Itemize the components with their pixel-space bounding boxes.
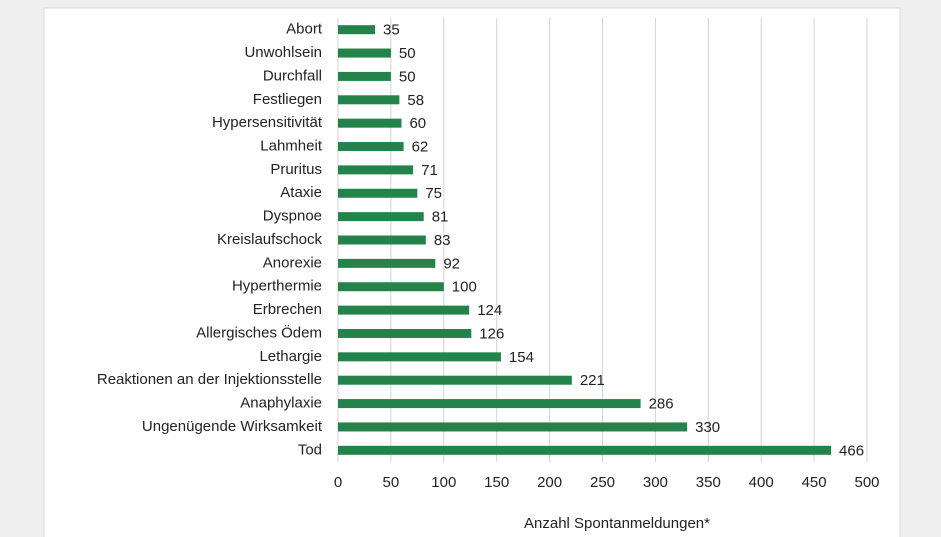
bar: [338, 118, 402, 128]
bar: [338, 188, 418, 198]
y-tick-label: Abort: [286, 21, 323, 38]
value-label: 83: [434, 232, 451, 249]
x-tick-label: 0: [334, 474, 342, 491]
value-label: 35: [383, 22, 400, 39]
y-tick-label: Festliegen: [253, 91, 322, 108]
value-label: 154: [509, 349, 534, 366]
bar: [338, 305, 470, 315]
y-tick-label: Anaphylaxie: [240, 395, 322, 412]
x-tick-label: 50: [383, 474, 400, 491]
x-tick-label: 150: [484, 474, 509, 491]
y-tick-label: Allergisches Ödem: [196, 323, 322, 341]
x-tick-label: 350: [696, 474, 721, 491]
x-tick-label: 300: [643, 474, 668, 491]
value-label: 50: [399, 68, 416, 85]
value-label: 330: [695, 419, 720, 436]
value-label: 100: [452, 279, 477, 296]
x-tick-label: 400: [749, 474, 774, 491]
value-label: 60: [409, 115, 426, 132]
value-label: 71: [421, 162, 438, 179]
y-tick-label: Lahmheit: [260, 137, 323, 154]
value-label: 58: [407, 92, 424, 109]
value-label: 126: [479, 325, 504, 342]
bar: [338, 48, 391, 58]
value-label: 81: [432, 209, 449, 226]
y-tick-label: Durchfall: [263, 67, 322, 84]
y-tick-label: Anorexie: [263, 254, 322, 271]
bar: [338, 422, 688, 432]
y-tick-label: Hyperthermie: [232, 278, 322, 295]
bar: [338, 375, 572, 385]
panel: [43, 7, 901, 537]
y-tick-label: Pruritus: [270, 161, 322, 178]
bar: [338, 258, 436, 268]
bar: [338, 352, 501, 362]
x-tick-label: 500: [854, 474, 879, 491]
value-label: 466: [839, 442, 864, 459]
y-tick-label: Erbrechen: [253, 301, 322, 318]
value-label: 124: [477, 302, 502, 319]
bar: [338, 212, 424, 222]
value-label: 50: [399, 45, 416, 62]
y-tick-label: Unwohlsein: [244, 44, 322, 61]
value-label: 75: [425, 185, 442, 202]
bar: [338, 235, 426, 245]
y-tick-label: Kreislaufschock: [217, 231, 323, 248]
bar: [338, 445, 832, 455]
value-label: 221: [580, 372, 605, 389]
x-axis-label: Anzahl Spontanmeldungen*: [524, 515, 710, 532]
bar: [338, 328, 472, 338]
x-tick-label: 250: [590, 474, 615, 491]
bar: [338, 282, 444, 292]
bar: [338, 95, 400, 105]
bar: [338, 71, 391, 81]
bar: [338, 399, 641, 409]
x-tick-label: 450: [802, 474, 827, 491]
value-label: 62: [412, 138, 429, 155]
value-label: 92: [443, 255, 460, 272]
bar: [338, 25, 376, 35]
bar: [338, 165, 414, 175]
y-tick-label: Hypersensitivität: [212, 114, 323, 131]
y-tick-label: Ungenügende Wirksamkeit: [142, 418, 323, 435]
y-tick-label: Reaktionen an der Injektionsstelle: [97, 371, 322, 388]
bar: [338, 142, 404, 152]
value-label: 286: [649, 396, 674, 413]
y-tick-label: Lethargie: [259, 348, 322, 365]
x-tick-label: 200: [537, 474, 562, 491]
y-tick-label: Dyspnoe: [263, 208, 322, 225]
y-tick-label: Tod: [298, 441, 322, 458]
y-tick-label: Ataxie: [280, 184, 322, 201]
x-tick-label: 100: [431, 474, 456, 491]
